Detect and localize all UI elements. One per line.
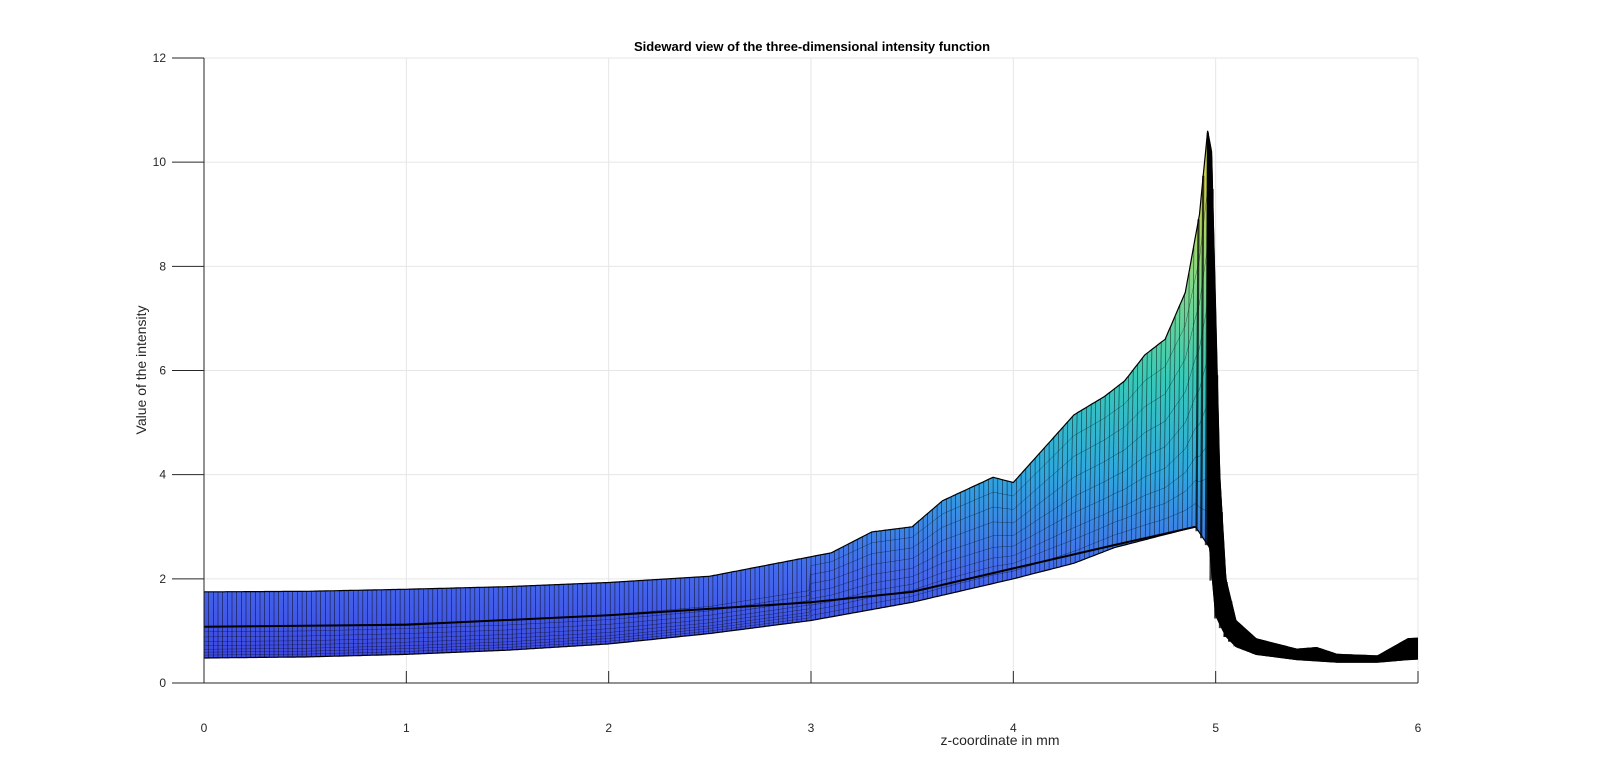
y-tick-label: 8 [159, 259, 166, 273]
x-tick-label: 5 [1212, 721, 1219, 735]
x-tick-label: 2 [605, 721, 612, 735]
x-tick-label: 1 [403, 721, 410, 735]
y-tick-label: 2 [159, 572, 166, 586]
surface-plot [204, 130, 1418, 663]
x-axis-label: z-coordinate in mm [940, 732, 1059, 748]
y-tick-label: 0 [159, 676, 166, 690]
x-tick-label: 0 [201, 721, 208, 735]
x-tick-label: 6 [1415, 721, 1422, 735]
y-tick-label: 10 [153, 155, 167, 169]
surface-tail [1207, 130, 1418, 663]
y-tick-label: 6 [159, 364, 166, 378]
y-tick-label: 4 [159, 468, 166, 482]
surface-ridge [204, 525, 1196, 628]
chart-title: Sideward view of the three-dimensional i… [634, 39, 990, 54]
surface-envelope [204, 130, 1418, 663]
x-tick-label: 3 [808, 721, 815, 735]
x-tick-label: 4 [1010, 721, 1017, 735]
y-axis-label: Value of the intensity [133, 306, 149, 435]
y-tick-label: 12 [153, 51, 167, 65]
